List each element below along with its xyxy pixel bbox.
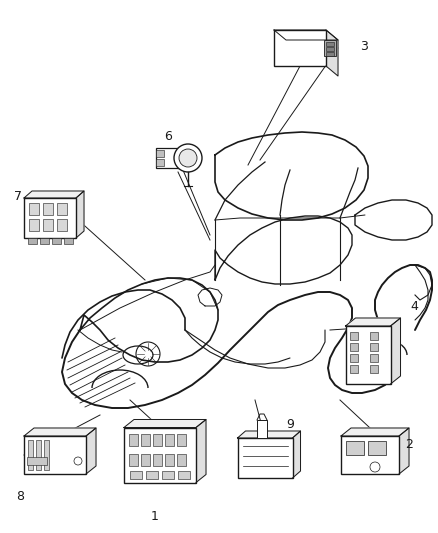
Circle shape xyxy=(174,144,202,172)
Bar xyxy=(57,219,67,231)
Circle shape xyxy=(136,342,160,366)
Text: 8: 8 xyxy=(16,490,24,503)
Polygon shape xyxy=(237,431,300,438)
Polygon shape xyxy=(76,191,84,238)
Bar xyxy=(350,332,357,340)
Bar xyxy=(40,238,49,244)
Circle shape xyxy=(179,149,197,167)
Bar xyxy=(64,238,73,244)
Bar xyxy=(28,238,37,244)
Polygon shape xyxy=(326,30,338,76)
Bar xyxy=(324,40,336,56)
Bar xyxy=(24,436,86,474)
Bar xyxy=(124,427,196,482)
Bar xyxy=(237,438,293,478)
Bar xyxy=(44,440,49,470)
Bar xyxy=(370,365,378,373)
Bar xyxy=(36,440,41,470)
Bar xyxy=(24,198,76,238)
Bar xyxy=(153,454,162,465)
Bar xyxy=(370,354,378,362)
Bar xyxy=(350,343,357,351)
Bar xyxy=(368,441,386,455)
Bar xyxy=(28,440,33,470)
Bar xyxy=(162,471,174,479)
Bar xyxy=(52,238,61,244)
Bar xyxy=(165,454,174,465)
Bar xyxy=(350,354,357,362)
Bar xyxy=(370,332,378,340)
Bar xyxy=(257,420,267,438)
Polygon shape xyxy=(346,318,400,326)
Bar xyxy=(146,471,158,479)
Text: 7: 7 xyxy=(14,190,22,203)
Bar xyxy=(156,159,164,166)
Polygon shape xyxy=(293,431,300,478)
Bar xyxy=(178,471,190,479)
Text: 6: 6 xyxy=(164,130,172,143)
Bar xyxy=(274,30,326,66)
Bar xyxy=(29,203,39,215)
Bar xyxy=(29,219,39,231)
Bar xyxy=(57,203,67,215)
Bar xyxy=(346,441,364,455)
Bar xyxy=(165,433,174,446)
Polygon shape xyxy=(391,318,400,384)
Bar xyxy=(43,203,53,215)
Circle shape xyxy=(370,462,380,472)
Bar xyxy=(326,47,334,51)
Bar xyxy=(326,42,334,46)
Bar xyxy=(129,454,138,465)
Bar xyxy=(27,457,47,465)
Bar xyxy=(177,454,186,465)
Polygon shape xyxy=(399,428,409,474)
Polygon shape xyxy=(124,419,206,427)
Bar xyxy=(130,471,142,479)
Polygon shape xyxy=(196,419,206,482)
Bar xyxy=(346,326,391,384)
Bar xyxy=(141,433,150,446)
Bar xyxy=(370,343,378,351)
Polygon shape xyxy=(24,191,84,198)
Bar xyxy=(129,433,138,446)
Polygon shape xyxy=(24,428,96,436)
Bar xyxy=(43,219,53,231)
Polygon shape xyxy=(341,428,409,436)
Polygon shape xyxy=(86,428,96,474)
Bar xyxy=(156,150,164,157)
Bar xyxy=(141,454,150,465)
Polygon shape xyxy=(274,30,338,40)
Circle shape xyxy=(74,457,82,465)
Bar xyxy=(156,148,188,168)
Bar xyxy=(341,436,399,474)
Bar xyxy=(350,365,357,373)
Text: 1: 1 xyxy=(151,510,159,523)
Text: 9: 9 xyxy=(286,418,294,431)
Text: 2: 2 xyxy=(405,438,413,451)
Text: 3: 3 xyxy=(360,40,368,53)
Text: 4: 4 xyxy=(410,300,418,313)
Bar xyxy=(153,433,162,446)
Bar xyxy=(177,433,186,446)
Bar xyxy=(326,52,334,56)
